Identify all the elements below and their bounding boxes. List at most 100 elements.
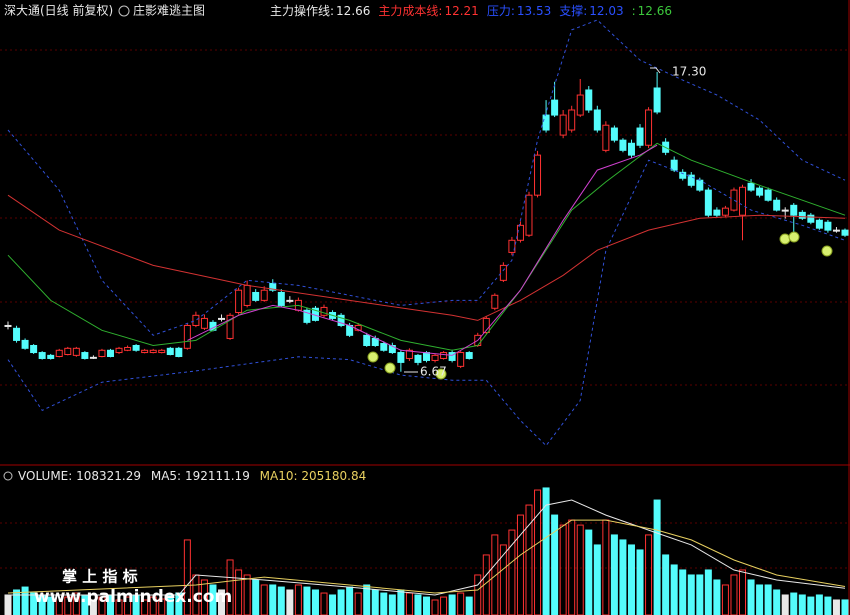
volume-bar bbox=[696, 574, 704, 615]
volume-bar bbox=[337, 589, 345, 615]
grid bbox=[0, 49, 850, 569]
candle-body bbox=[627, 142, 635, 156]
candle-body bbox=[81, 352, 89, 359]
candle-body bbox=[183, 324, 191, 349]
legend-label: 压力: bbox=[487, 4, 515, 18]
candle-body bbox=[542, 114, 550, 131]
volume-bar bbox=[474, 574, 482, 615]
candle-body bbox=[286, 299, 294, 302]
volume-bar bbox=[294, 584, 302, 615]
apple-icons bbox=[367, 231, 833, 380]
low-label: 6.67 bbox=[420, 365, 447, 379]
candle-body bbox=[64, 347, 72, 356]
volume-bar bbox=[397, 589, 405, 615]
candle-body bbox=[790, 204, 798, 216]
candle-body bbox=[559, 114, 567, 136]
volume-bar bbox=[764, 584, 772, 615]
candle-body bbox=[132, 344, 140, 351]
candle-body bbox=[30, 344, 38, 354]
candle-body bbox=[21, 339, 29, 349]
candle-body bbox=[89, 356, 97, 359]
volume-bar bbox=[243, 574, 251, 615]
candle-body bbox=[730, 189, 738, 211]
candle-body bbox=[525, 194, 533, 236]
candle-body bbox=[798, 211, 806, 219]
candle-body bbox=[636, 127, 644, 146]
volume-bar bbox=[303, 586, 311, 615]
indicator-title: 庄影难逃主图 bbox=[133, 3, 205, 18]
candle-body bbox=[739, 186, 747, 216]
candle-body bbox=[602, 124, 610, 151]
legend-label: 主力操作线: bbox=[270, 3, 334, 18]
candle-body bbox=[269, 282, 277, 291]
high-pointer bbox=[650, 67, 661, 74]
candle-body bbox=[773, 199, 781, 211]
volume-bar bbox=[363, 584, 371, 615]
candle-body bbox=[465, 352, 473, 359]
volume-bar bbox=[534, 489, 542, 615]
candle-body bbox=[670, 159, 678, 171]
candle-body bbox=[158, 349, 166, 354]
volume-bar bbox=[798, 594, 806, 615]
candle-body bbox=[175, 347, 183, 357]
volume-bar bbox=[593, 544, 601, 615]
legend-value: 12.21 bbox=[444, 4, 478, 18]
candle-body bbox=[457, 352, 465, 367]
volume-bar bbox=[346, 586, 354, 615]
candle-body bbox=[200, 317, 208, 329]
volume-bar bbox=[380, 592, 388, 615]
volume-bar bbox=[756, 584, 764, 615]
candle-body bbox=[414, 354, 422, 363]
volume-bar bbox=[388, 594, 396, 615]
volume-bar bbox=[371, 589, 379, 615]
candle-body bbox=[397, 352, 405, 363]
candle-body bbox=[781, 209, 789, 212]
candle-body bbox=[815, 219, 823, 229]
candle-body bbox=[166, 347, 174, 356]
candle-body bbox=[585, 89, 593, 111]
volume-bar bbox=[516, 514, 524, 615]
candle-body bbox=[756, 187, 764, 196]
candle-body bbox=[713, 209, 721, 216]
ma5-value: 192111.19 bbox=[185, 469, 250, 483]
legend-value: 13.53 bbox=[517, 4, 551, 18]
candle-body bbox=[320, 306, 328, 316]
volume-legend: VOLUME: 108321.29 MA5: 192111.19 MA10: 2… bbox=[18, 469, 366, 483]
volume-bar bbox=[423, 596, 430, 615]
ma10-label: MA10: bbox=[260, 469, 298, 483]
candle-body bbox=[260, 289, 268, 301]
ma5-label: MA5: bbox=[151, 469, 181, 483]
stock-title: 深大通(日线 前复权) bbox=[4, 3, 113, 18]
watermark: 掌 上 指 标 www.palmindex.com bbox=[34, 568, 232, 608]
indicator-line bbox=[7, 19, 846, 336]
candle-body bbox=[98, 349, 106, 357]
legend-label: 支撑: bbox=[559, 3, 587, 18]
volume-bar bbox=[559, 524, 567, 615]
candle-body bbox=[551, 99, 559, 116]
volume-bar bbox=[21, 586, 29, 615]
candle-body bbox=[423, 352, 430, 361]
volume-bar bbox=[670, 564, 678, 615]
candle-body bbox=[47, 354, 55, 359]
candle-body bbox=[13, 327, 21, 341]
volume-bar bbox=[636, 549, 644, 615]
candle-body bbox=[55, 349, 63, 357]
candle-body bbox=[687, 174, 695, 186]
volume-ma-line bbox=[8, 499, 846, 596]
candle-body bbox=[645, 109, 653, 146]
volume-value: 108321.29 bbox=[76, 469, 141, 483]
indicator-line bbox=[7, 142, 846, 351]
candle-body bbox=[218, 317, 226, 320]
volume-bar bbox=[551, 514, 559, 615]
legend-value: 12.66 bbox=[638, 4, 672, 18]
apple-icon bbox=[435, 368, 447, 380]
candle-body bbox=[704, 189, 712, 216]
indicator-line bbox=[7, 159, 846, 447]
volume-bar bbox=[627, 544, 635, 615]
volume-bar bbox=[585, 529, 593, 615]
volume-bar bbox=[576, 524, 584, 615]
volume-bar bbox=[730, 574, 738, 615]
volume-bar bbox=[807, 596, 815, 615]
